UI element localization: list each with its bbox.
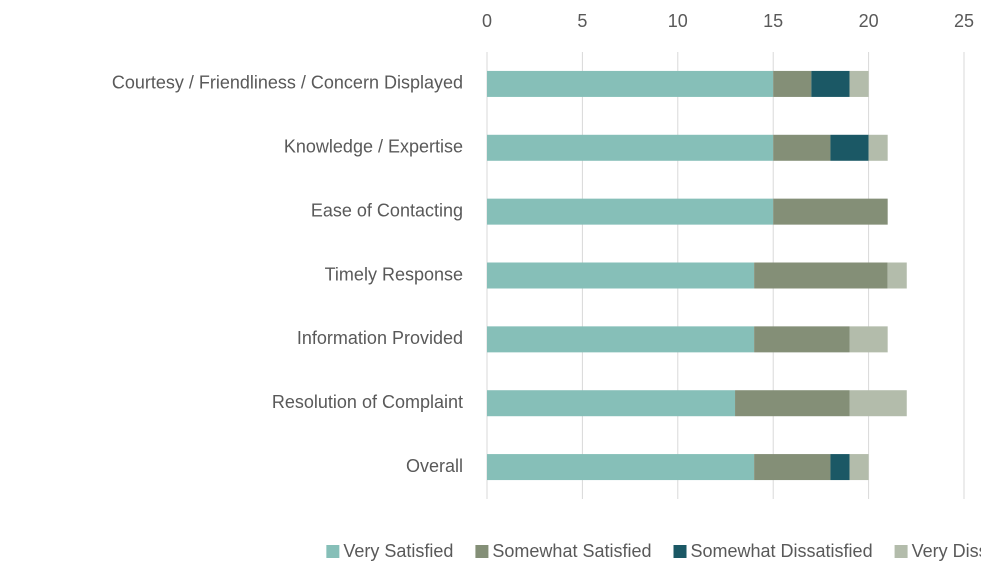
bar-segment bbox=[868, 134, 888, 161]
legend-swatch bbox=[673, 545, 687, 558]
y-tick-label: Knowledge / Expertise bbox=[284, 137, 463, 157]
bar-segment bbox=[754, 454, 831, 481]
bar-segment bbox=[849, 390, 907, 417]
y-tick-label: Information Provided bbox=[297, 328, 463, 348]
bar-segment bbox=[487, 454, 755, 481]
bar-segment bbox=[487, 198, 774, 225]
legend-swatch bbox=[894, 545, 908, 558]
x-tick-label: 25 bbox=[954, 11, 974, 31]
y-tick-label: Ease of Contacting bbox=[311, 200, 463, 220]
bar-segment bbox=[773, 198, 888, 225]
bar-segment bbox=[735, 390, 850, 417]
legend-swatch bbox=[475, 545, 489, 558]
bar-segment bbox=[487, 390, 736, 417]
bar-segment bbox=[849, 454, 869, 481]
bar-segment bbox=[754, 262, 888, 289]
bar-segment bbox=[887, 262, 907, 289]
bar-segment bbox=[487, 262, 755, 289]
x-tick-label: 20 bbox=[859, 11, 879, 31]
bar-segment bbox=[849, 326, 888, 353]
x-tick-label: 0 bbox=[482, 11, 492, 31]
bar-segment bbox=[754, 326, 850, 353]
bar-segment bbox=[773, 134, 831, 161]
bar-segment bbox=[487, 326, 755, 353]
legend-label: Very Satisfied bbox=[343, 541, 453, 561]
y-tick-label: Overall bbox=[406, 456, 463, 476]
legend-label: Somewhat Dissatisfied bbox=[691, 541, 873, 561]
y-tick-label: Resolution of Complaint bbox=[272, 392, 463, 412]
bar-segment bbox=[487, 134, 774, 161]
x-tick-label: 10 bbox=[668, 11, 688, 31]
x-tick-label: 15 bbox=[763, 11, 783, 31]
legend-swatch bbox=[326, 545, 340, 558]
bar-segment bbox=[773, 70, 812, 97]
bar-segment bbox=[849, 70, 869, 97]
x-tick-label: 5 bbox=[577, 11, 587, 31]
y-tick-label: Courtesy / Friendliness / Concern Displa… bbox=[112, 73, 463, 93]
bar-segment bbox=[830, 454, 850, 481]
bar-segment bbox=[811, 70, 850, 97]
y-tick-label: Timely Response bbox=[325, 264, 463, 284]
legend-label: Very Dissatisfied bbox=[912, 541, 981, 561]
bar-segment bbox=[830, 134, 869, 161]
bar-segment bbox=[487, 70, 774, 97]
legend-label: Somewhat Satisfied bbox=[492, 541, 651, 561]
